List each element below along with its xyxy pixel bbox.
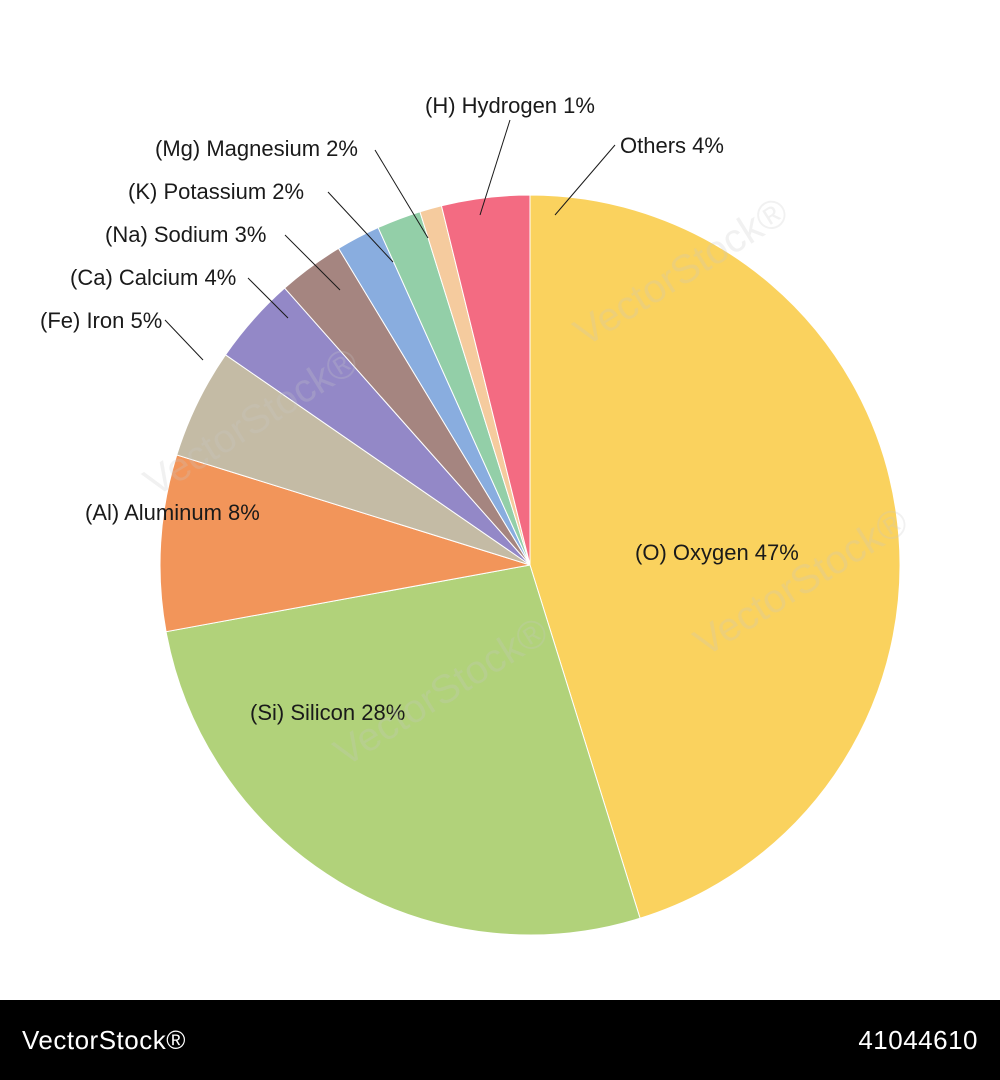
- leader-line: [165, 320, 203, 360]
- watermark-brand: VectorStock®: [22, 1025, 186, 1056]
- slice-label: (O) Oxygen 47%: [635, 540, 799, 566]
- slice-label: (Al) Aluminum 8%: [85, 500, 260, 526]
- slice-label: (K) Potassium 2%: [128, 179, 304, 205]
- watermark-id: 41044610: [858, 1025, 978, 1056]
- pie-chart-container: (O) Oxygen 47% (Si) Silicon 28% (Al) Alumi…: [0, 0, 1000, 1000]
- slice-label: (Na) Sodium 3%: [105, 222, 266, 248]
- slice-label: (Fe) Iron 5%: [40, 308, 162, 334]
- slice-label: (Mg) Magnesium 2%: [155, 136, 358, 162]
- slice-label: (Si) Silicon 28%: [250, 700, 405, 726]
- slice-label: (Ca) Calcium 4%: [70, 265, 236, 291]
- slice-label: Others 4%: [620, 133, 724, 159]
- slice-label: (H) Hydrogen 1%: [425, 93, 595, 119]
- watermark-bar: VectorStock® 41044610: [0, 1000, 1000, 1080]
